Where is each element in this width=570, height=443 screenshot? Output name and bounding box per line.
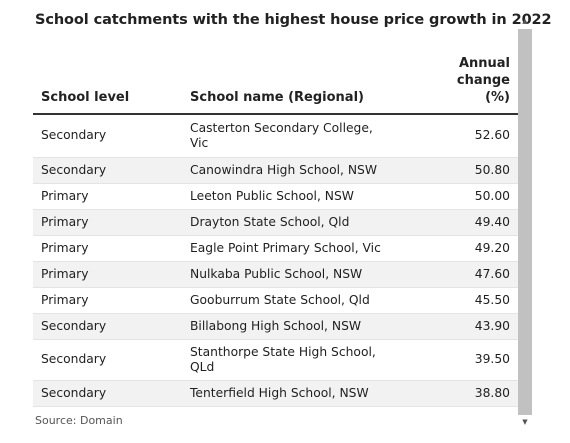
cell-school-name: Gooburrum State School, Qld	[182, 287, 398, 314]
cell-school-name: Canowindra High School, NSW	[182, 157, 398, 184]
table-row: Secondary Tenterfield High School, NSW 3…	[33, 380, 518, 407]
column-header-annual-change: Annual change (%)	[398, 55, 518, 115]
cell-school-name: Leeton Public School, NSW	[182, 183, 398, 210]
cell-school-name: Casterton Secondary College, Vic	[182, 114, 398, 158]
cell-school-name: Stanthorpe State High School, QLd	[182, 339, 398, 381]
cell-annual-change: 50.80	[398, 157, 518, 184]
table-header: School level School name (Regional) Annu…	[33, 55, 518, 115]
table-row: Secondary Stanthorpe State High School, …	[33, 339, 518, 381]
cell-school-level: Primary	[33, 183, 182, 210]
cell-school-level: Primary	[33, 235, 182, 262]
cell-annual-change: 47.60	[398, 261, 518, 288]
data-table: School level School name (Regional) Annu…	[33, 55, 518, 407]
cell-annual-change: 45.50	[398, 287, 518, 314]
column-header-annual-change-line1: Annual change	[456, 56, 510, 88]
cell-annual-change: 49.40	[398, 209, 518, 236]
cell-annual-change: 38.80	[398, 380, 518, 407]
table-row: Primary Leeton Public School, NSW 50.00	[33, 183, 518, 210]
triangle-down-icon[interactable]: ▼	[522, 418, 528, 426]
cell-annual-change: 52.60	[398, 114, 518, 158]
column-header-school-name: School name (Regional)	[182, 55, 398, 115]
table-row: Primary Drayton State School, Qld 49.40	[33, 209, 518, 236]
cell-annual-change: 39.50	[398, 339, 518, 381]
table-row: Secondary Billabong High School, NSW 43.…	[33, 313, 518, 340]
cell-school-name: Billabong High School, NSW	[182, 313, 398, 340]
table-row: Primary Gooburrum State School, Qld 45.5…	[33, 287, 518, 314]
table-row: Primary Eagle Point Primary School, Vic …	[33, 235, 518, 262]
cell-annual-change: 50.00	[398, 183, 518, 210]
column-header-annual-change-line2: (%)	[485, 90, 510, 105]
table-body: Secondary Casterton Secondary College, V…	[33, 114, 518, 407]
source-note: Source: Domain	[35, 414, 123, 427]
cell-school-name: Eagle Point Primary School, Vic	[182, 235, 398, 262]
column-header-school-level: School level	[33, 55, 182, 115]
cell-annual-change: 49.20	[398, 235, 518, 262]
cell-school-name: Drayton State School, Qld	[182, 209, 398, 236]
scrollbar-thumb[interactable]	[518, 29, 532, 415]
cell-school-level: Secondary	[33, 114, 182, 158]
page-title: School catchments with the highest house…	[35, 12, 552, 28]
header-row: School level School name (Regional) Annu…	[33, 55, 518, 115]
cell-school-level: Primary	[33, 209, 182, 236]
table-row: Primary Nulkaba Public School, NSW 47.60	[33, 261, 518, 288]
table-row: Secondary Canowindra High School, NSW 50…	[33, 157, 518, 184]
cell-school-level: Secondary	[33, 380, 182, 407]
cell-school-level: Secondary	[33, 157, 182, 184]
cell-annual-change: 43.90	[398, 313, 518, 340]
table-row: Secondary Casterton Secondary College, V…	[33, 114, 518, 158]
cell-school-name: Nulkaba Public School, NSW	[182, 261, 398, 288]
cell-school-level: Secondary	[33, 339, 182, 381]
cell-school-level: Primary	[33, 287, 182, 314]
vertical-scrollbar[interactable]: ▲ ▼	[517, 14, 533, 429]
cell-school-level: Secondary	[33, 313, 182, 340]
triangle-up-icon[interactable]: ▲	[522, 17, 528, 25]
cell-school-name: Tenterfield High School, NSW	[182, 380, 398, 407]
cell-school-level: Primary	[33, 261, 182, 288]
